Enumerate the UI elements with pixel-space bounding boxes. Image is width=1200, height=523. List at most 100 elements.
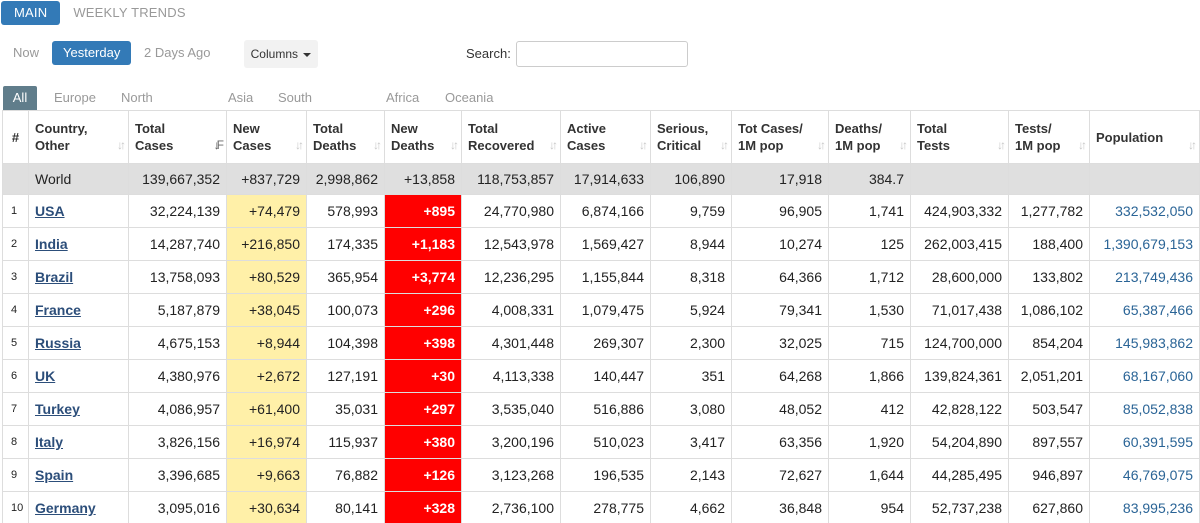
country-cell: Italy <box>28 425 129 459</box>
world-total-cases: 139,667,352 <box>128 163 227 195</box>
covid-stats-table: # Country, Other ↓↑ Total Cases ↓F New Cases ↓… <box>2 110 1200 523</box>
country-link[interactable]: USA <box>35 203 65 219</box>
header-active-cases[interactable]: Active Cases ↓↑ <box>560 110 651 164</box>
country-link[interactable]: Spain <box>35 467 74 483</box>
region-tab-south-america[interactable]: South America <box>278 90 326 129</box>
header-new-deaths[interactable]: New Deaths ↓↑ <box>384 110 462 164</box>
deaths-per-million-cell: 412 <box>828 392 911 426</box>
world-name: World <box>28 163 129 195</box>
total-tests-cell: 262,003,415 <box>910 227 1009 261</box>
caret-down-icon <box>303 52 312 57</box>
country-link[interactable]: Italy <box>35 434 64 450</box>
header-tests-per-million[interactable]: Tests/1M pop ↓↑ <box>1008 110 1090 164</box>
tests-per-million-cell: 1,277,782 <box>1008 194 1090 228</box>
total-tests-cell: 44,285,495 <box>910 458 1009 492</box>
total-deaths-cell: 100,073 <box>306 293 385 327</box>
country-link[interactable]: India <box>35 236 68 252</box>
country-cell: France <box>28 293 129 327</box>
search-input[interactable] <box>516 41 688 67</box>
sort-arrows-icon: ↓↑ <box>450 138 459 152</box>
header-cases-per-million[interactable]: Tot Cases/1M pop ↓↑ <box>731 110 829 164</box>
row-index-cell: 1 <box>2 194 29 228</box>
active-cases-cell: 510,023 <box>560 425 651 459</box>
header-country[interactable]: Country, Other ↓↑ <box>28 110 129 164</box>
country-link[interactable]: France <box>35 302 81 318</box>
total-tests-cell: 139,824,361 <box>910 359 1009 393</box>
total-cases-cell: 3,826,156 <box>128 425 227 459</box>
header-new-cases[interactable]: New Cases ↓↑ <box>226 110 307 164</box>
new-cases-cell: +2,672 <box>226 359 307 393</box>
sort-arrows-icon: ↓↑ <box>549 138 558 152</box>
country-cell: India <box>28 227 129 261</box>
region-tab-north-america[interactable]: North America <box>121 90 169 129</box>
active-cases-cell: 516,886 <box>560 392 651 426</box>
total-tests-cell: 124,700,000 <box>910 326 1009 360</box>
population-cell: 332,532,050 <box>1089 194 1200 228</box>
country-link[interactable]: Turkey <box>35 401 80 417</box>
region-tab-europe[interactable]: Europe <box>54 90 96 105</box>
top-tabs: MAIN WEEKLY TRENDS <box>0 0 199 26</box>
country-link[interactable]: Russia <box>35 335 81 351</box>
cases-per-million-cell: 64,366 <box>731 260 829 294</box>
country-link[interactable]: Germany <box>35 500 96 516</box>
total-deaths-cell: 104,398 <box>306 326 385 360</box>
header-total-tests[interactable]: Total Tests ↓↑ <box>910 110 1009 164</box>
header-deaths-per-million[interactable]: Deaths/1M pop ↓↑ <box>828 110 911 164</box>
tab-weekly-trends[interactable]: WEEKLY TRENDS <box>73 5 186 20</box>
world-total-tests <box>910 163 1009 195</box>
tests-per-million-cell: 2,051,201 <box>1008 359 1090 393</box>
deaths-per-million-cell: 1,866 <box>828 359 911 393</box>
table-row: 10 Germany 3,095,016 +30,634 80,141 +328 2,736… <box>2 491 1200 523</box>
world-total-recovered: 118,753,857 <box>461 163 561 195</box>
active-cases-cell: 6,874,166 <box>560 194 651 228</box>
cases-per-million-cell: 96,905 <box>731 194 829 228</box>
row-index-cell: 6 <box>2 359 29 393</box>
country-link[interactable]: Brazil <box>35 269 74 285</box>
region-tab-oceania[interactable]: Oceania <box>445 90 494 105</box>
header-serious-critical[interactable]: Serious, Critical ↓↑ <box>650 110 732 164</box>
table-row: 1 USA 32,224,139 +74,479 578,993 +895 24,770,9… <box>2 194 1200 228</box>
world-tests-per-m <box>1008 163 1090 195</box>
header-total-recovered[interactable]: Total Recovered ↓↑ <box>461 110 561 164</box>
header-population-l1: Population <box>1096 129 1164 145</box>
deaths-per-million-cell: 1,741 <box>828 194 911 228</box>
new-cases-cell: +30,634 <box>226 491 307 523</box>
total-cases-cell: 4,675,153 <box>128 326 227 360</box>
tests-per-million-cell: 946,897 <box>1008 458 1090 492</box>
tests-per-million-cell: 854,204 <box>1008 326 1090 360</box>
header-population[interactable]: Population ↓↑ <box>1089 110 1200 164</box>
table-row: 3 Brazil 13,758,093 +80,529 365,954 +3,774 12,… <box>2 260 1200 294</box>
country-cell: UK <box>28 359 129 393</box>
header-total-cases[interactable]: Total Cases ↓F <box>128 110 227 164</box>
serious-critical-cell: 5,924 <box>650 293 732 327</box>
header-new-deaths-l1: New <box>391 121 418 136</box>
sort-arrows-icon: ↓↑ <box>899 138 908 152</box>
country-cell: Brazil <box>28 260 129 294</box>
header-hash[interactable]: # <box>2 110 29 164</box>
tab-main[interactable]: MAIN <box>1 1 61 25</box>
total-deaths-cell: 578,993 <box>306 194 385 228</box>
header-total-deaths[interactable]: Total Deaths ↓↑ <box>306 110 385 164</box>
world-row: World 139,667,352 +837,729 2,998,862 +13… <box>2 163 1200 195</box>
filter-2-days-ago[interactable]: 2 Days Ago <box>144 45 211 60</box>
table-row: 6 UK 4,380,976 +2,672 127,191 +30 4,113,338 140… <box>2 359 1200 393</box>
filter-yesterday[interactable]: Yesterday <box>52 41 132 65</box>
total-deaths-cell: 76,882 <box>306 458 385 492</box>
new-cases-cell: +80,529 <box>226 260 307 294</box>
region-tab-all[interactable]: All <box>3 86 37 110</box>
active-cases-cell: 1,569,427 <box>560 227 651 261</box>
total-cases-cell: 4,086,957 <box>128 392 227 426</box>
sort-arrows-icon: ↓↑ <box>1188 138 1197 152</box>
columns-dropdown-button[interactable]: Columns <box>244 40 318 68</box>
total-cases-cell: 5,187,879 <box>128 293 227 327</box>
region-tab-asia[interactable]: Asia <box>228 90 254 105</box>
region-tab-africa[interactable]: Africa <box>386 90 420 105</box>
country-link[interactable]: UK <box>35 368 56 384</box>
new-deaths-cell: +296 <box>384 293 462 327</box>
filter-now[interactable]: Now <box>13 45 40 60</box>
deaths-per-million-cell: 1,530 <box>828 293 911 327</box>
header-serious-l1: Serious, <box>657 121 709 136</box>
active-cases-cell: 196,535 <box>560 458 651 492</box>
row-index-cell: 5 <box>2 326 29 360</box>
header-tests-per-m-l2: 1M pop <box>1015 138 1061 153</box>
